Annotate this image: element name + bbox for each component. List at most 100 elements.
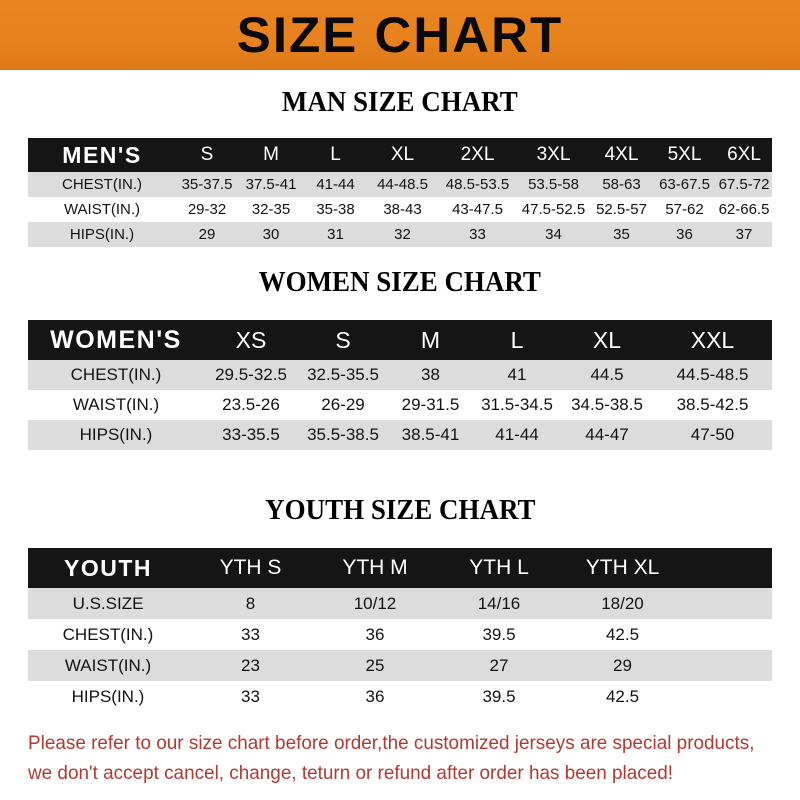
youth-row-1-cell-0: 33	[188, 619, 313, 650]
women-section-title: WOMEN SIZE CHART	[0, 268, 800, 297]
women-row-0-cell-5: 44.5-48.5	[653, 360, 772, 390]
women-row-2-cell-2: 38.5-41	[388, 420, 473, 450]
youth-row-0-cell-3: 18/20	[561, 588, 684, 619]
women-header-row: WOMEN'S XS S M L XL XXL	[28, 320, 772, 360]
youth-size-col-0: YTH S	[188, 548, 313, 588]
women-row-0-cell-2: 38	[388, 360, 473, 390]
men-size-col-2: L	[304, 138, 367, 172]
table-row: WAIST(IN.) 29-32 32-35 35-38 38-43 43-47…	[28, 197, 772, 222]
women-row-1-cell-4: 34.5-38.5	[561, 390, 653, 420]
men-row-2-cell-8: 37	[716, 222, 772, 247]
men-row-0-cell-2: 41-44	[304, 172, 367, 197]
table-row: CHEST(IN.) 33 36 39.5 42.5	[28, 619, 772, 650]
men-row-1-cell-0: 29-32	[176, 197, 238, 222]
women-corner-label: WOMEN'S	[28, 320, 204, 360]
women-size-col-1: S	[298, 320, 388, 360]
men-row-0-cell-6: 58-63	[590, 172, 653, 197]
youth-row-2-cell-1: 25	[313, 650, 437, 681]
man-section-title: MAN SIZE CHART	[0, 88, 800, 117]
men-row-2-label: HIPS(IN.)	[28, 222, 176, 247]
youth-row-3-spacer	[684, 681, 772, 712]
men-size-col-6: 4XL	[590, 138, 653, 172]
women-row-2-cell-0: 33-35.5	[204, 420, 298, 450]
youth-row-2-cell-0: 23	[188, 650, 313, 681]
men-row-1-cell-4: 43-47.5	[438, 197, 517, 222]
men-size-col-1: M	[238, 138, 304, 172]
men-row-1-cell-6: 52.5-57	[590, 197, 653, 222]
youth-section-title: YOUTH SIZE CHART	[0, 496, 800, 525]
man-section-title-text: MAN SIZE CHART	[282, 86, 518, 118]
youth-size-col-spacer	[684, 548, 772, 588]
size-chart-banner: SIZE CHART	[0, 0, 800, 70]
men-corner-label: MEN'S	[28, 138, 176, 172]
women-row-1-cell-2: 29-31.5	[388, 390, 473, 420]
women-row-1-cell-3: 31.5-34.5	[473, 390, 561, 420]
women-row-0-cell-1: 32.5-35.5	[298, 360, 388, 390]
men-row-1-cell-8: 62-66.5	[716, 197, 772, 222]
men-row-2-cell-5: 34	[517, 222, 590, 247]
women-size-col-2: M	[388, 320, 473, 360]
men-size-col-5: 3XL	[517, 138, 590, 172]
youth-row-1-cell-1: 36	[313, 619, 437, 650]
women-size-col-3: L	[473, 320, 561, 360]
youth-row-0-cell-2: 14/16	[437, 588, 561, 619]
men-size-col-3: XL	[367, 138, 438, 172]
men-row-0-cell-5: 53.5-58	[517, 172, 590, 197]
youth-row-0-cell-1: 10/12	[313, 588, 437, 619]
table-row: HIPS(IN.) 33-35.5 35.5-38.5 38.5-41 41-4…	[28, 420, 772, 450]
table-row: WAIST(IN.) 23.5-26 26-29 29-31.5 31.5-34…	[28, 390, 772, 420]
men-size-col-0: S	[176, 138, 238, 172]
women-size-col-0: XS	[204, 320, 298, 360]
women-section-title-text: WOMEN SIZE CHART	[258, 266, 542, 298]
women-row-1-cell-0: 23.5-26	[204, 390, 298, 420]
women-row-0-cell-4: 44.5	[561, 360, 653, 390]
men-row-1-cell-2: 35-38	[304, 197, 367, 222]
men-size-col-8: 6XL	[716, 138, 772, 172]
men-row-2-cell-6: 35	[590, 222, 653, 247]
order-policy-line-2: we don't accept cancel, change, teturn o…	[28, 762, 674, 784]
men-row-0-cell-1: 37.5-41	[238, 172, 304, 197]
youth-row-2-cell-3: 29	[561, 650, 684, 681]
youth-row-1-cell-2: 39.5	[437, 619, 561, 650]
youth-size-table: YOUTH YTH S YTH M YTH L YTH XL U.S.SIZE …	[28, 548, 772, 712]
youth-row-0-label: U.S.SIZE	[28, 588, 188, 619]
table-row: WAIST(IN.) 23 25 27 29	[28, 650, 772, 681]
youth-size-col-3: YTH XL	[561, 548, 684, 588]
men-row-2-cell-7: 36	[653, 222, 716, 247]
women-size-col-5: XXL	[653, 320, 772, 360]
men-row-1-cell-1: 32-35	[238, 197, 304, 222]
youth-row-3-cell-3: 42.5	[561, 681, 684, 712]
men-row-0-cell-3: 44-48.5	[367, 172, 438, 197]
youth-row-3-cell-1: 36	[313, 681, 437, 712]
youth-size-col-2: YTH L	[437, 548, 561, 588]
youth-row-3-cell-0: 33	[188, 681, 313, 712]
men-row-1-cell-7: 57-62	[653, 197, 716, 222]
women-row-0-cell-3: 41	[473, 360, 561, 390]
banner-title: SIZE CHART	[236, 7, 564, 63]
youth-row-2-label: WAIST(IN.)	[28, 650, 188, 681]
men-row-2-cell-4: 33	[438, 222, 517, 247]
men-size-col-4: 2XL	[438, 138, 517, 172]
youth-row-0-spacer	[684, 588, 772, 619]
youth-row-1-cell-3: 42.5	[561, 619, 684, 650]
men-row-0-cell-7: 63-67.5	[653, 172, 716, 197]
youth-row-0-cell-0: 8	[188, 588, 313, 619]
youth-row-2-cell-2: 27	[437, 650, 561, 681]
women-size-col-4: XL	[561, 320, 653, 360]
youth-size-col-1: YTH M	[313, 548, 437, 588]
table-row: HIPS(IN.) 33 36 39.5 42.5	[28, 681, 772, 712]
men-row-2-cell-2: 31	[304, 222, 367, 247]
men-row-2-cell-1: 30	[238, 222, 304, 247]
order-policy-note: Please refer to our size chart before or…	[28, 728, 780, 788]
men-row-0-cell-0: 35-37.5	[176, 172, 238, 197]
youth-section-title-text: YOUTH SIZE CHART	[264, 494, 536, 526]
men-row-0-cell-8: 67.5-72	[716, 172, 772, 197]
youth-row-3-label: HIPS(IN.)	[28, 681, 188, 712]
women-row-0-label: CHEST(IN.)	[28, 360, 204, 390]
youth-row-1-label: CHEST(IN.)	[28, 619, 188, 650]
women-row-2-cell-1: 35.5-38.5	[298, 420, 388, 450]
men-row-1-label: WAIST(IN.)	[28, 197, 176, 222]
youth-row-3-cell-2: 39.5	[437, 681, 561, 712]
youth-corner-label: YOUTH	[28, 548, 188, 588]
women-row-2-cell-4: 44-47	[561, 420, 653, 450]
